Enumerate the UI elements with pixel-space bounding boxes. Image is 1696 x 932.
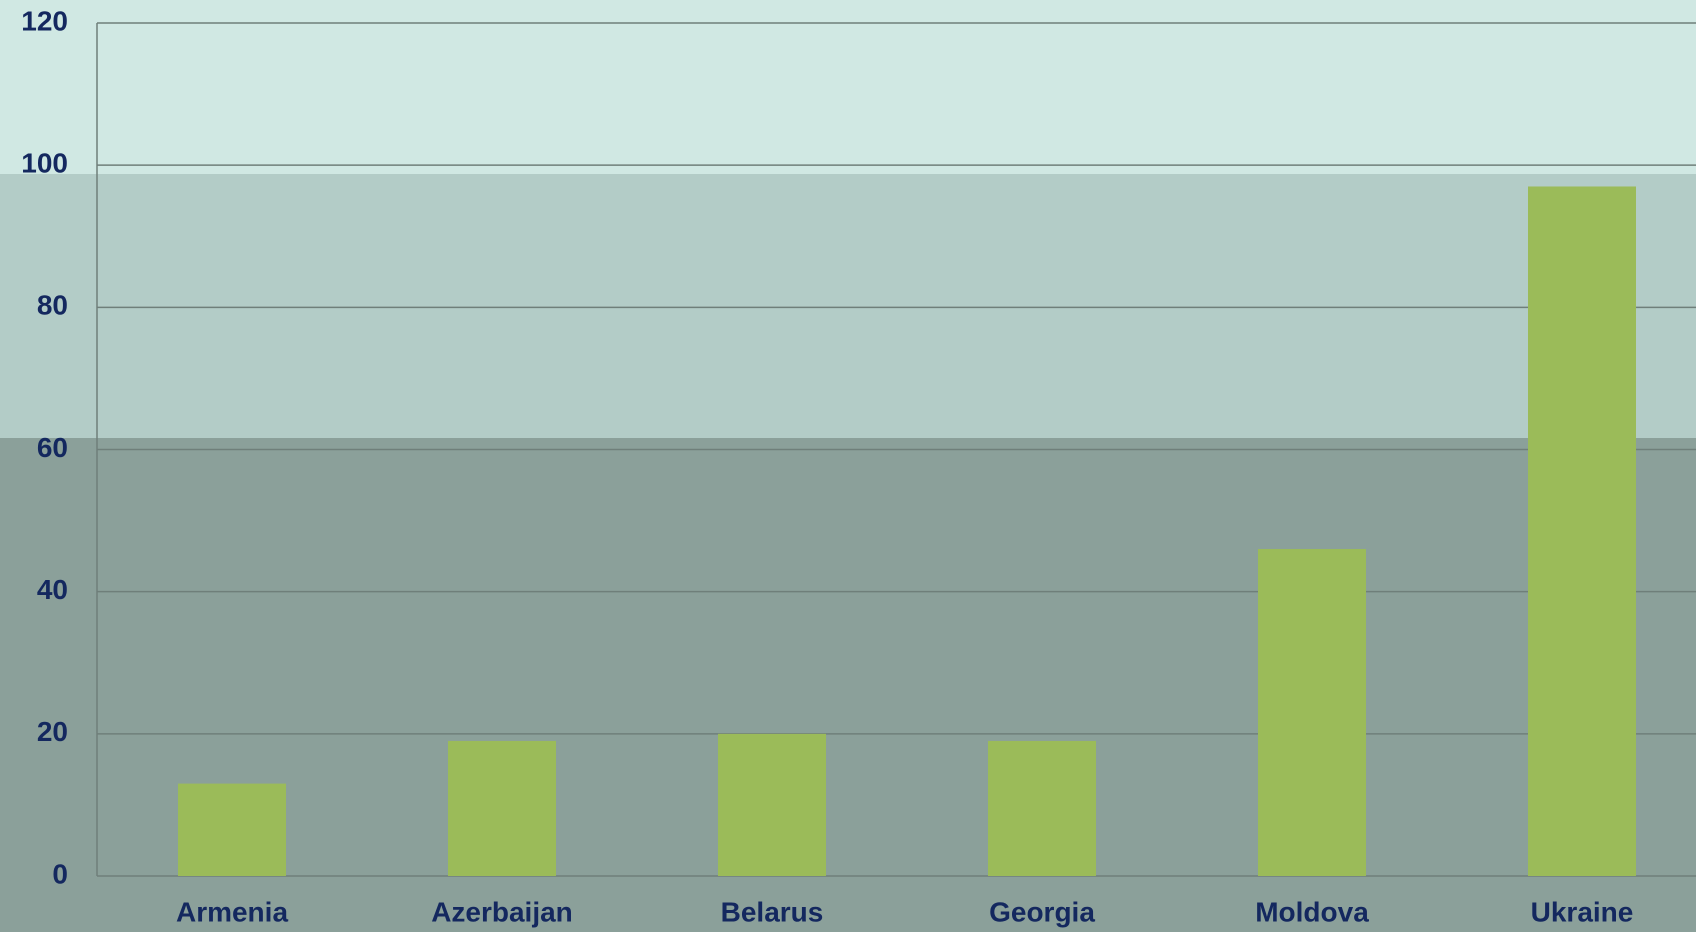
- bar: [718, 733, 826, 876]
- bar: [448, 740, 556, 876]
- y-tick-label: 40: [37, 574, 68, 605]
- background-band: [0, 0, 1696, 174]
- y-tick-label: 60: [37, 432, 68, 463]
- bar: [1258, 549, 1366, 876]
- y-tick-label: 20: [37, 716, 68, 747]
- x-tick-label: Ukraine: [1531, 896, 1634, 927]
- y-tick-label: 0: [52, 858, 68, 889]
- y-tick-label: 120: [21, 5, 68, 36]
- x-tick-label: Azerbaijan: [431, 896, 573, 927]
- x-tick-label: Belarus: [721, 896, 824, 927]
- background-band: [0, 174, 1696, 438]
- x-tick-label: Georgia: [989, 896, 1095, 927]
- x-tick-label: Moldova: [1255, 896, 1369, 927]
- y-tick-label: 80: [37, 290, 68, 321]
- x-tick-label: Armenia: [176, 896, 288, 927]
- bar: [178, 783, 286, 876]
- bar: [1528, 186, 1636, 876]
- y-tick-label: 100: [21, 148, 68, 179]
- bar: [988, 740, 1096, 876]
